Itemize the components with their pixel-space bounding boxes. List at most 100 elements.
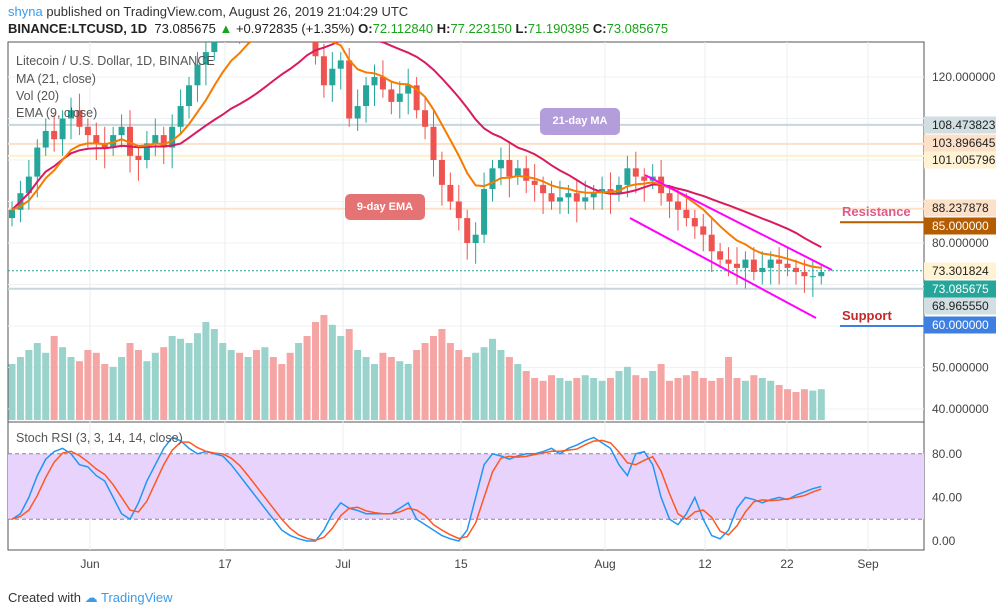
price-label: 88.237878: [932, 201, 989, 215]
l-label: L:: [515, 21, 528, 36]
price-label-bg: [924, 116, 996, 134]
x-tick-label: Aug: [594, 557, 615, 571]
candle: [329, 68, 336, 86]
legend-ma[interactable]: MA (21, close): [16, 72, 96, 86]
candle: [523, 168, 530, 181]
volume-bar: [118, 357, 126, 420]
price-label: 108.473823: [932, 118, 996, 132]
candle: [177, 106, 184, 127]
volume-bar: [623, 366, 631, 420]
candle: [320, 56, 327, 86]
candle: [143, 143, 150, 160]
volume-bar: [303, 336, 311, 420]
candle: [279, 6, 285, 14]
volume-bar: [505, 357, 513, 420]
volume-bar: [548, 375, 556, 420]
volume-bar: [699, 378, 707, 420]
candle: [742, 259, 749, 268]
volume-bar: [269, 357, 277, 420]
volume-bar: [682, 375, 690, 420]
price-label: 68.965550: [932, 299, 989, 313]
resistance-label: Resistance: [842, 204, 911, 219]
legend-title: Litecoin / U.S. Dollar, 1D, BINANCE: [16, 54, 215, 68]
candle: [337, 60, 344, 69]
low-value: 71.190395: [527, 21, 590, 36]
candle: [354, 106, 361, 119]
tradingview-link[interactable]: TradingView: [101, 590, 173, 605]
ma-annotation[interactable]: 21-day MA: [540, 108, 620, 135]
price-label-bg: [924, 262, 996, 280]
candle: [767, 259, 774, 268]
volume-bar: [657, 364, 665, 420]
candle: [750, 259, 757, 273]
candle: [455, 201, 462, 219]
candle: [708, 234, 715, 252]
price-label-bg: [924, 297, 996, 315]
candle: [792, 267, 799, 273]
candle: [776, 259, 783, 264]
volume-bar: [109, 366, 117, 420]
symbol: BINANCE:LTCUSD, 1D: [8, 21, 148, 36]
candle: [160, 135, 167, 148]
volume-bar: [556, 378, 564, 420]
candle: [9, 209, 15, 219]
price-label-bg: [924, 316, 996, 334]
legend-ema[interactable]: EMA (9, close): [16, 106, 98, 120]
volume-bar: [455, 350, 463, 420]
candle: [674, 201, 681, 210]
volume-bar: [531, 378, 539, 420]
legend-rsi[interactable]: Stoch RSI (3, 3, 14, 14, close): [16, 431, 183, 445]
volume-bar: [236, 352, 244, 420]
x-tick-label: Jun: [80, 557, 99, 571]
h-label: H:: [436, 21, 451, 36]
o-label: O:: [358, 21, 373, 36]
footer-text: Created with: [8, 590, 81, 605]
channel-upper: [644, 174, 833, 271]
candle: [632, 168, 639, 177]
candle: [51, 130, 58, 140]
volume-bar: [708, 380, 716, 420]
volume-bar: [185, 343, 193, 420]
volume-bar: [598, 380, 606, 420]
legend-vol[interactable]: Vol (20): [16, 89, 60, 103]
candle: [101, 143, 108, 148]
volume-bar: [489, 338, 497, 420]
volume-bar: [564, 380, 572, 420]
price-label: 103.896645: [932, 136, 996, 150]
price-tick-label: 50.000000: [932, 361, 989, 375]
price-label-bg: [924, 134, 996, 152]
candle: [733, 263, 740, 268]
volume-bar: [632, 375, 640, 420]
x-tick-label: 17: [218, 557, 232, 571]
candle: [186, 85, 193, 107]
volume-bar: [286, 352, 294, 420]
volume-bar: [143, 361, 151, 420]
candle: [25, 176, 32, 194]
candle: [548, 193, 555, 202]
candle: [34, 147, 41, 177]
candle: [489, 168, 496, 190]
candle: [422, 110, 429, 127]
candle: [666, 193, 673, 202]
volume-bar: [733, 378, 741, 420]
support-label: Support: [842, 308, 892, 323]
volume-bar: [767, 380, 775, 420]
candle: [262, 2, 268, 10]
volume-bar: [67, 357, 75, 420]
volume-bar: [430, 336, 437, 420]
candle: [784, 263, 791, 268]
candle: [809, 276, 816, 278]
volume-bar: [446, 343, 454, 420]
candle: [691, 218, 698, 227]
ema-annotation[interactable]: 9-day EMA: [345, 194, 425, 220]
volume-bar: [396, 361, 404, 420]
author-link[interactable]: shyna: [8, 4, 43, 19]
volume-bar: [210, 329, 218, 420]
candle: [497, 160, 504, 169]
x-tick-label: 15: [454, 557, 468, 571]
volume-bar: [379, 352, 387, 420]
volume-bar: [345, 329, 353, 420]
candle: [202, 52, 209, 65]
volume-bar: [649, 371, 657, 420]
